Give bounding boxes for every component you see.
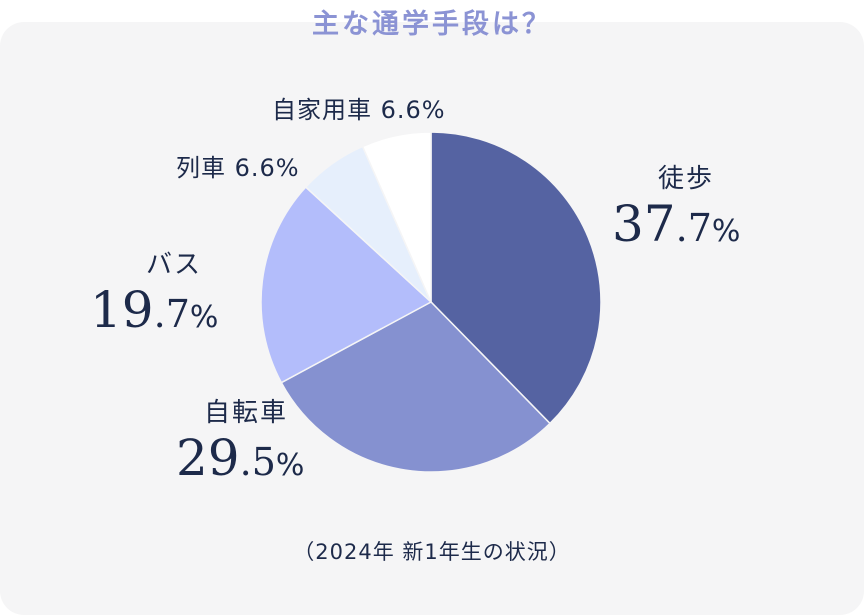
- label-car-name: 自家用車: [272, 96, 372, 124]
- label-bus-name: バス: [146, 250, 203, 280]
- label-bus: バス 19.7%: [90, 244, 218, 339]
- label-walk-name: 徒歩: [658, 164, 715, 194]
- label-bicycle-value: 29.5%: [176, 429, 305, 487]
- label-bus-value: 19.7%: [90, 281, 219, 339]
- label-car-value: 6.6%: [380, 96, 446, 124]
- label-car: 自家用車 6.6%: [272, 90, 446, 125]
- chart-note: （2024年 新1年生の状況）: [293, 540, 571, 564]
- slice-bus: [260, 186, 433, 384]
- slice-car: [361, 131, 432, 303]
- chart-title: 主な通学手段は？: [312, 9, 552, 40]
- label-walk: 徒歩 37.7%: [612, 158, 740, 253]
- label-train: 列車 6.6%: [176, 148, 300, 183]
- slice-bicycle: [280, 301, 552, 473]
- label-train-value: 6.6%: [234, 154, 300, 182]
- label-walk-value: 37.7%: [612, 195, 741, 253]
- label-bicycle: 自転車 29.5%: [176, 392, 304, 487]
- label-bicycle-name: 自転車: [204, 398, 289, 428]
- label-train-name: 列車: [176, 154, 226, 182]
- slice-walk: [430, 131, 602, 425]
